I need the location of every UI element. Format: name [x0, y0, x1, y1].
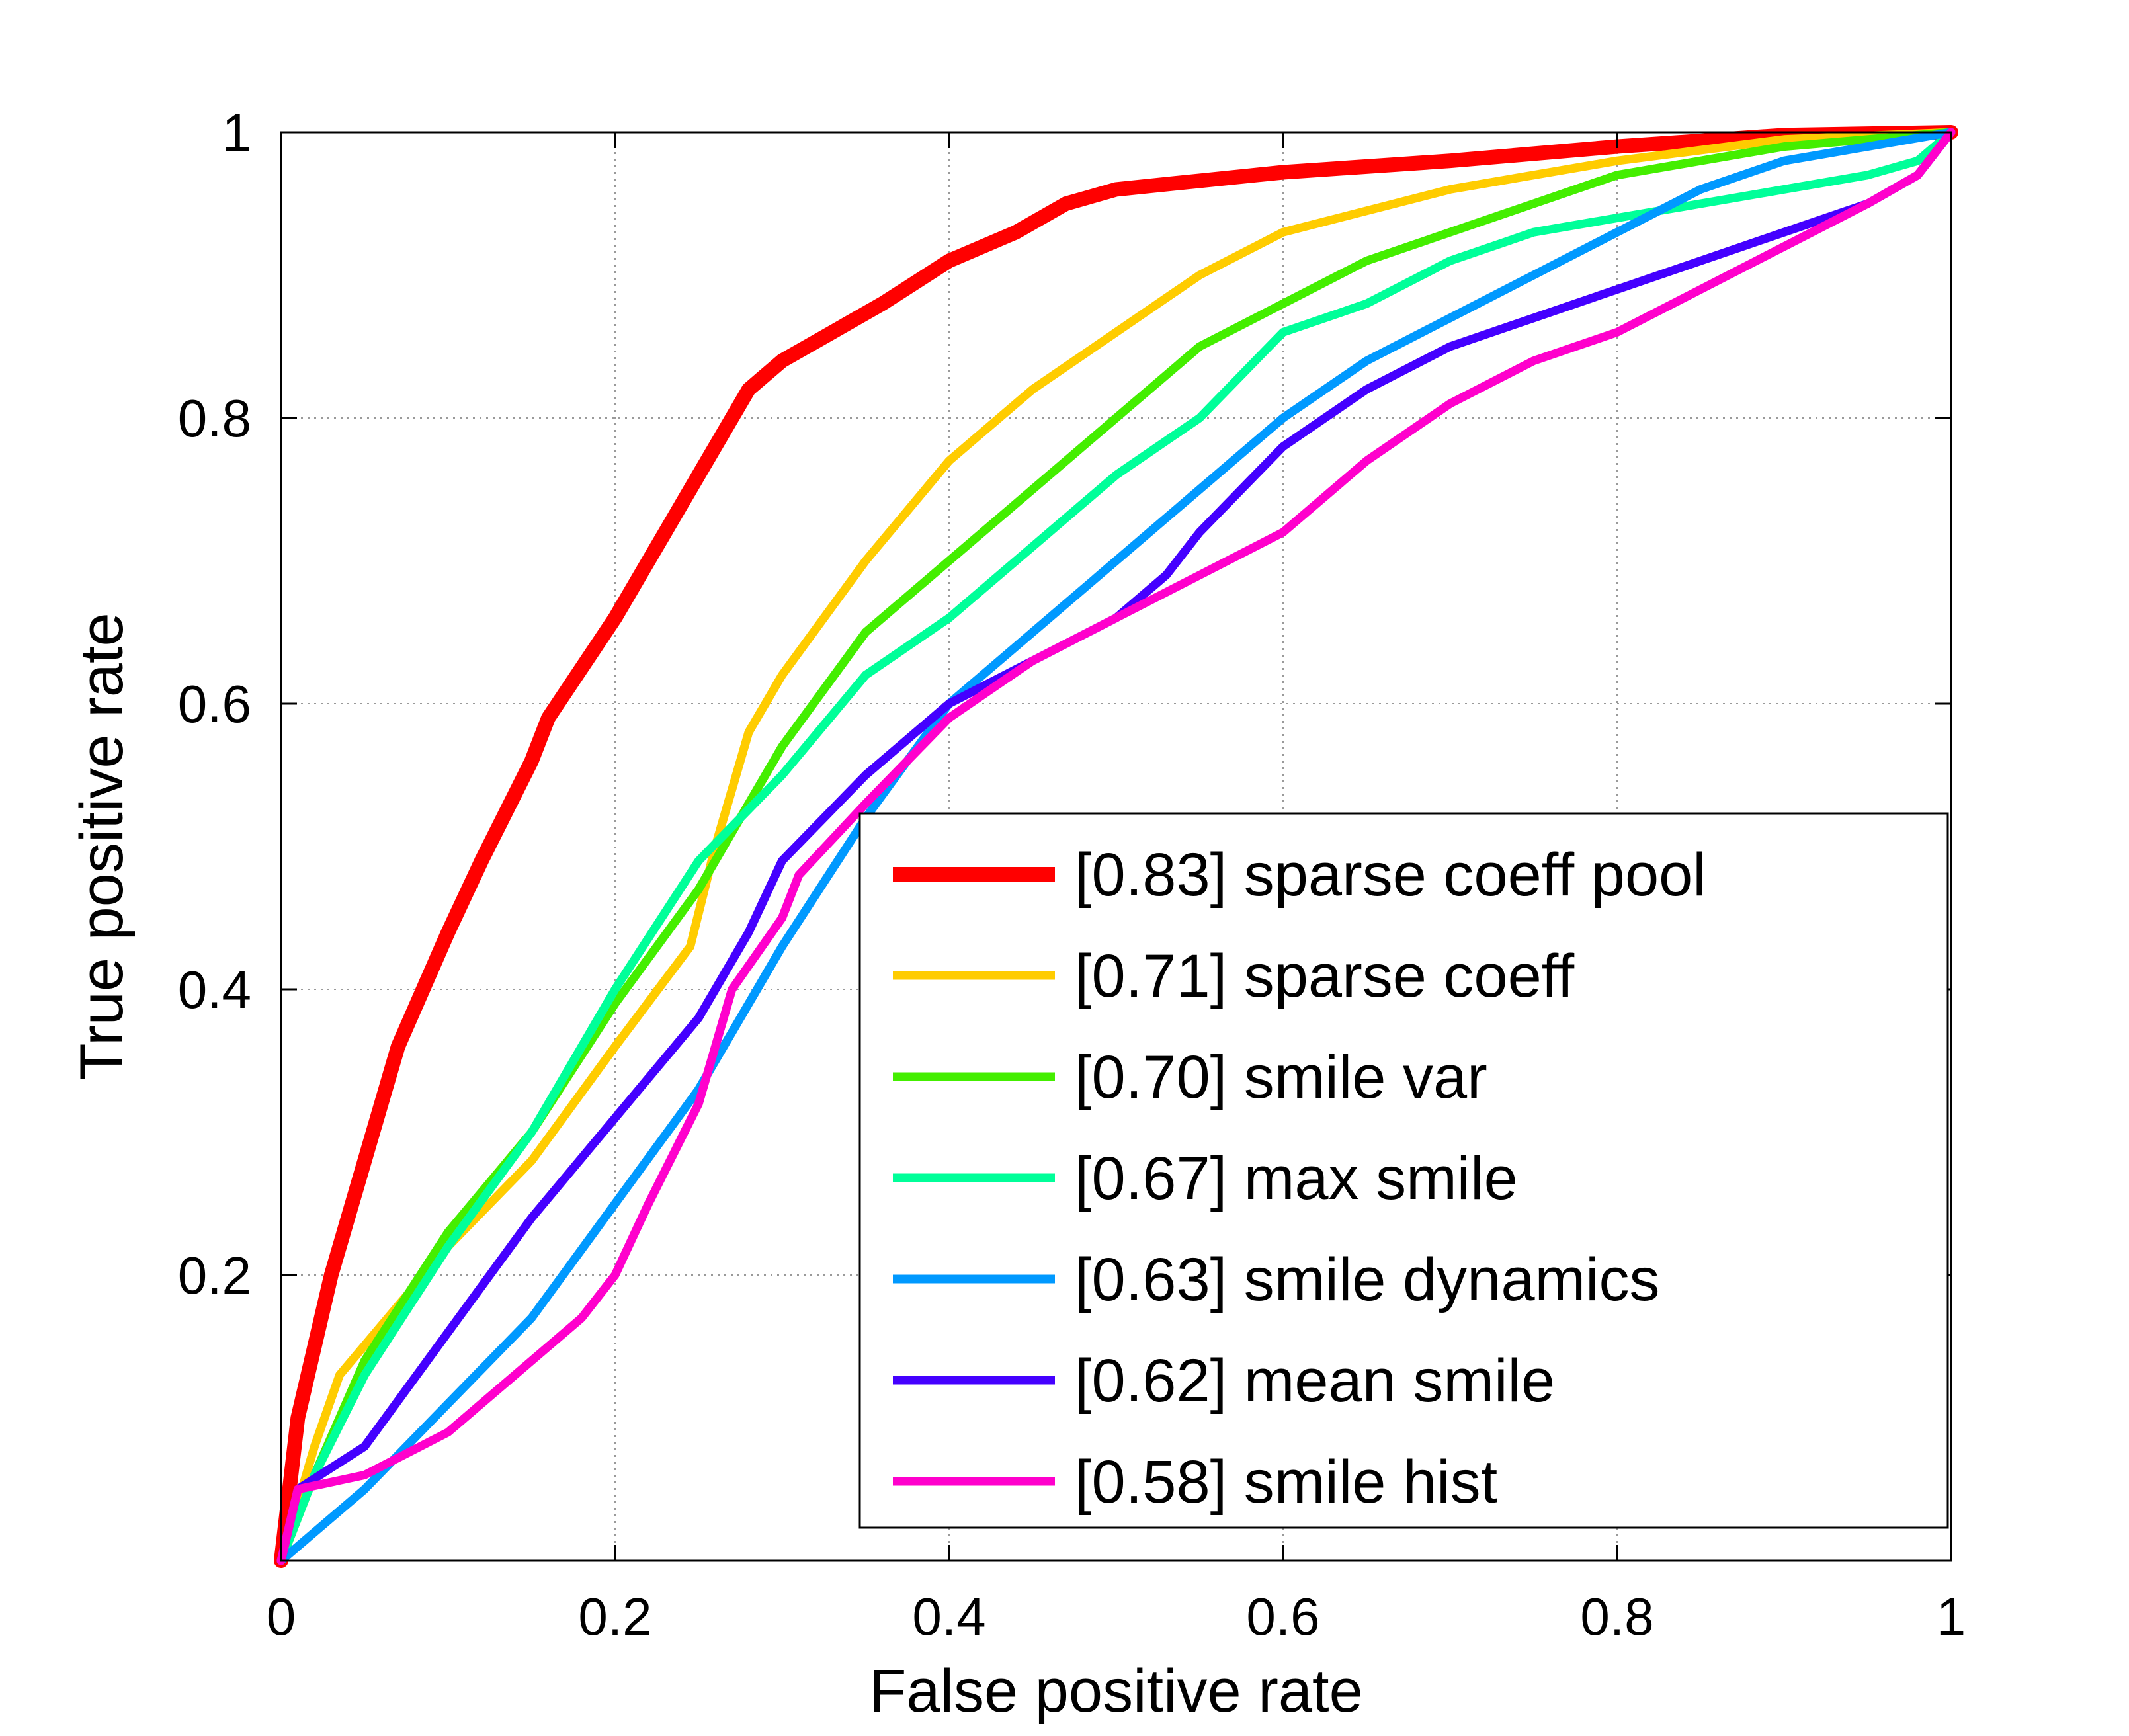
legend-label: [0.62] mean smile — [1075, 1347, 1555, 1415]
legend-label: [0.83] sparse coeff pool — [1075, 841, 1706, 909]
x-tick-label: 0.6 — [1246, 1587, 1319, 1646]
y-tick-label: 0.8 — [178, 389, 251, 448]
x-tick-label: 0.4 — [912, 1587, 985, 1646]
legend-box — [858, 812, 1949, 1529]
x-tick-label: 0.8 — [1580, 1587, 1653, 1646]
legend-label: [0.63] smile dynamics — [1075, 1246, 1660, 1313]
legend-label: [0.67] max smile — [1075, 1145, 1518, 1212]
legend-label: [0.71] sparse coeff — [1075, 942, 1575, 1010]
x-tick-label: 1 — [1937, 1587, 1966, 1646]
series-line — [276, 128, 1956, 1565]
x-tick-label: 0.2 — [578, 1587, 651, 1646]
y-tick-label: 0.4 — [178, 960, 251, 1019]
x-axis-label: False positive rate — [869, 1657, 1363, 1725]
legend: [0.83] sparse coeff pool [0.71] sparse co… — [858, 812, 1949, 1529]
legend-items: [0.83] sparse coeff pool [0.71] sparse co… — [893, 841, 1706, 1516]
series-line — [274, 125, 1958, 1568]
series-layer — [274, 125, 1958, 1568]
series-line — [276, 128, 1956, 1565]
series-line — [276, 128, 1956, 1565]
y-tick-label: 0.6 — [178, 675, 251, 733]
x-tick-label: 0 — [267, 1587, 296, 1646]
y-axis-label: True positive rate — [68, 612, 136, 1080]
legend-label: [0.58] smile hist — [1075, 1448, 1497, 1516]
ticks: 0 0.2 0.4 0.6 0.8 1 0.2 0.4 0.6 0.8 1 — [178, 103, 1966, 1646]
y-tick-label: 0.2 — [178, 1246, 251, 1305]
series-line — [276, 128, 1956, 1565]
y-tick-label: 1 — [222, 103, 252, 162]
legend-label: [0.70] smile var — [1075, 1044, 1487, 1111]
plot-frame — [280, 131, 1952, 1562]
